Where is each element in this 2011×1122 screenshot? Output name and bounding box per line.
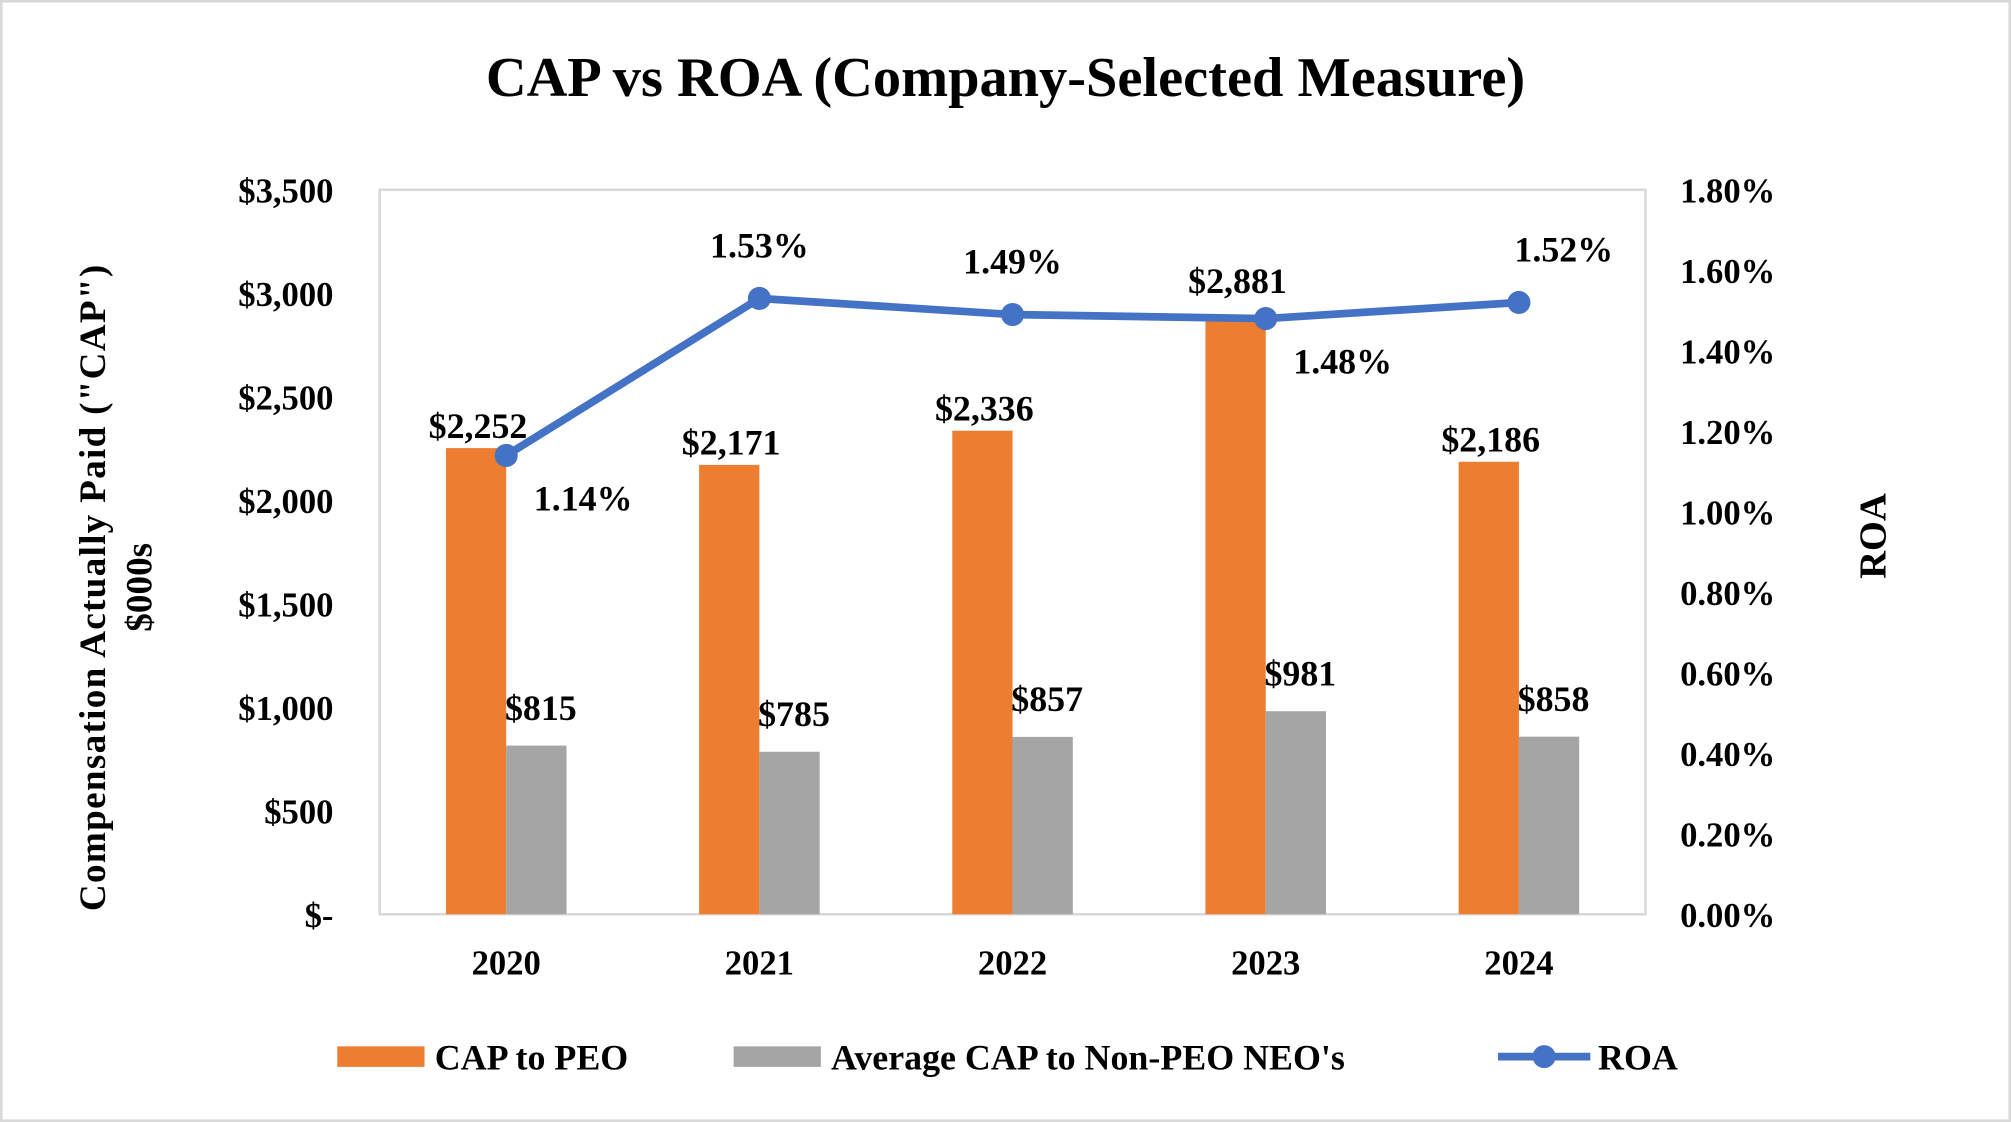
legend: CAP to PEO Average CAP to Non-PEO NEO's … bbox=[337, 1037, 1678, 1077]
data-label-roa: 1.14% bbox=[534, 479, 633, 519]
data-label-roa: 1.53% bbox=[710, 225, 809, 265]
x-tick-label: 2022 bbox=[978, 945, 1047, 983]
data-label-avg-cap: $858 bbox=[1518, 679, 1590, 719]
x-tick-label: 2024 bbox=[1484, 945, 1553, 983]
data-label-avg-cap: $857 bbox=[1011, 679, 1083, 719]
data-label-avg-cap: $981 bbox=[1264, 654, 1336, 694]
y2-tick-label: 0.20% bbox=[1680, 817, 1775, 855]
data-label-roa: 1.48% bbox=[1293, 342, 1392, 382]
bar-cap-to-peo bbox=[699, 464, 760, 915]
y-tick-label: $2,500 bbox=[238, 380, 333, 418]
y2-axis-label: ROA bbox=[1852, 493, 1894, 579]
data-label-avg-cap: $785 bbox=[758, 694, 830, 734]
bar-avg-cap-non-peo bbox=[1265, 711, 1327, 915]
bar-cap-to-peo bbox=[445, 448, 507, 915]
data-label-cap-to-peo: $2,171 bbox=[682, 423, 781, 463]
bar-avg-cap-non-peo bbox=[506, 745, 567, 915]
roa-marker bbox=[1507, 290, 1531, 315]
y2-tick-label: 0.00% bbox=[1680, 897, 1775, 935]
legend-label-roa: ROA bbox=[1598, 1037, 1678, 1077]
y-tick-label: $500 bbox=[264, 794, 333, 832]
bar-avg-cap-non-peo bbox=[759, 751, 820, 915]
y-tick-label: $1,000 bbox=[238, 690, 333, 728]
chart-title: CAP vs ROA (Company-Selected Measure) bbox=[486, 47, 1525, 109]
bar-cap-to-peo bbox=[1458, 461, 1519, 915]
y-tick-label: $- bbox=[305, 897, 334, 935]
y2-tick-label: 0.40% bbox=[1680, 736, 1775, 774]
data-label-roa: 1.49% bbox=[963, 242, 1062, 282]
legend-swatch-avg-cap bbox=[733, 1046, 821, 1067]
data-label-cap-to-peo: $2,252 bbox=[429, 406, 528, 446]
roa-marker bbox=[747, 286, 771, 310]
roa-marker bbox=[1001, 303, 1025, 327]
roa-marker bbox=[1254, 307, 1278, 331]
y2-tick-label: 0.80% bbox=[1680, 575, 1775, 613]
bar-cap-to-peo bbox=[1205, 317, 1266, 915]
y-axis-label-units: $000s bbox=[119, 543, 160, 632]
x-tick-label: 2023 bbox=[1231, 945, 1300, 983]
data-label-cap-to-peo: $2,336 bbox=[935, 388, 1034, 428]
y2-tick-label: 1.80% bbox=[1680, 173, 1775, 211]
y-axis-label: Compensation Actually Paid ("CAP") bbox=[73, 263, 114, 911]
data-label-roa: 1.52% bbox=[1514, 229, 1613, 269]
bar-avg-cap-non-peo bbox=[1518, 736, 1580, 915]
bar-avg-cap-non-peo bbox=[1012, 736, 1073, 915]
roa-marker bbox=[494, 443, 518, 467]
y2-tick-label: 0.60% bbox=[1680, 656, 1775, 694]
legend-marker-roa bbox=[1532, 1045, 1556, 1069]
x-tick-label: 2021 bbox=[725, 945, 794, 983]
bar-cap-to-peo bbox=[952, 430, 1013, 915]
y-tick-label: $3,000 bbox=[238, 276, 333, 314]
y2-tick-label: 1.00% bbox=[1680, 495, 1775, 533]
data-label-avg-cap: $815 bbox=[505, 688, 577, 728]
legend-label-avg-cap: Average CAP to Non-PEO NEO's bbox=[831, 1037, 1345, 1077]
legend-label-cap-to-peo: CAP to PEO bbox=[435, 1037, 628, 1077]
legend-swatch-cap-to-peo bbox=[337, 1046, 425, 1067]
x-tick-label: 2020 bbox=[472, 945, 541, 983]
y2-tick-label: 1.20% bbox=[1680, 414, 1775, 452]
data-label-cap-to-peo: $2,881 bbox=[1188, 261, 1287, 301]
y-tick-label: $3,500 bbox=[238, 173, 333, 211]
y2-tick-label: 1.40% bbox=[1680, 334, 1775, 372]
y2-tick-label: 1.60% bbox=[1680, 253, 1775, 291]
y-tick-label: $1,500 bbox=[238, 587, 333, 625]
y-tick-label: $2,000 bbox=[238, 483, 333, 521]
data-label-cap-to-peo: $2,186 bbox=[1441, 420, 1540, 460]
